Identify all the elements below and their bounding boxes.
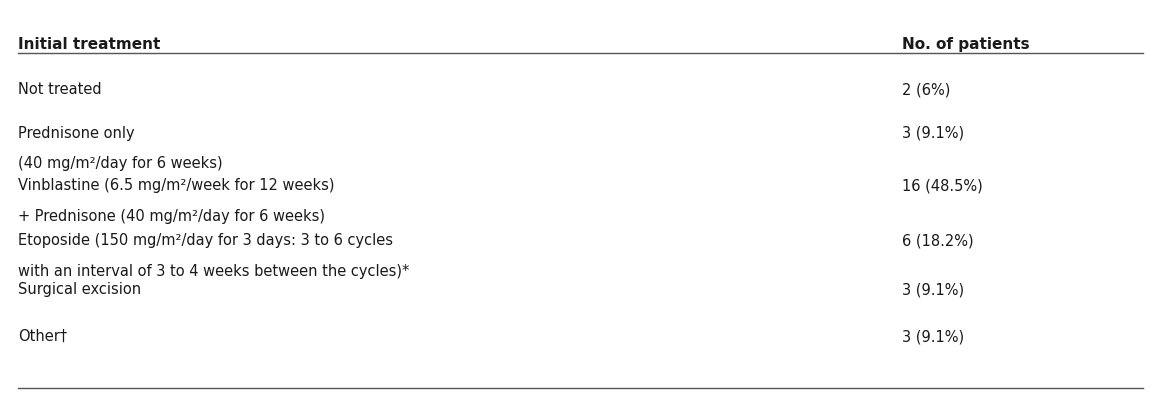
Text: 3 (9.1%): 3 (9.1%) xyxy=(902,329,964,344)
Text: with an interval of 3 to 4 weeks between the cycles)*: with an interval of 3 to 4 weeks between… xyxy=(19,264,409,279)
Text: Surgical excision: Surgical excision xyxy=(19,282,141,297)
Text: 6 (18.2%): 6 (18.2%) xyxy=(902,233,974,248)
Text: Other†: Other† xyxy=(19,329,67,344)
Text: 3 (9.1%): 3 (9.1%) xyxy=(902,282,964,297)
Text: Initial treatment: Initial treatment xyxy=(19,38,160,52)
Text: Etoposide (150 mg/m²/day for 3 days: 3 to 6 cycles: Etoposide (150 mg/m²/day for 3 days: 3 t… xyxy=(19,233,393,248)
Text: 3 (9.1%): 3 (9.1%) xyxy=(902,126,964,140)
Text: Vinblastine (6.5 mg/m²/week for 12 weeks): Vinblastine (6.5 mg/m²/week for 12 weeks… xyxy=(19,178,335,194)
Text: Prednisone only: Prednisone only xyxy=(19,126,134,140)
Text: No. of patients: No. of patients xyxy=(902,38,1029,52)
Text: (40 mg/m²/day for 6 weeks): (40 mg/m²/day for 6 weeks) xyxy=(19,156,223,171)
Text: 2 (6%): 2 (6%) xyxy=(902,82,950,98)
Text: Not treated: Not treated xyxy=(19,82,102,98)
Text: + Prednisone (40 mg/m²/day for 6 weeks): + Prednisone (40 mg/m²/day for 6 weeks) xyxy=(19,209,325,224)
Text: 16 (48.5%): 16 (48.5%) xyxy=(902,178,983,194)
